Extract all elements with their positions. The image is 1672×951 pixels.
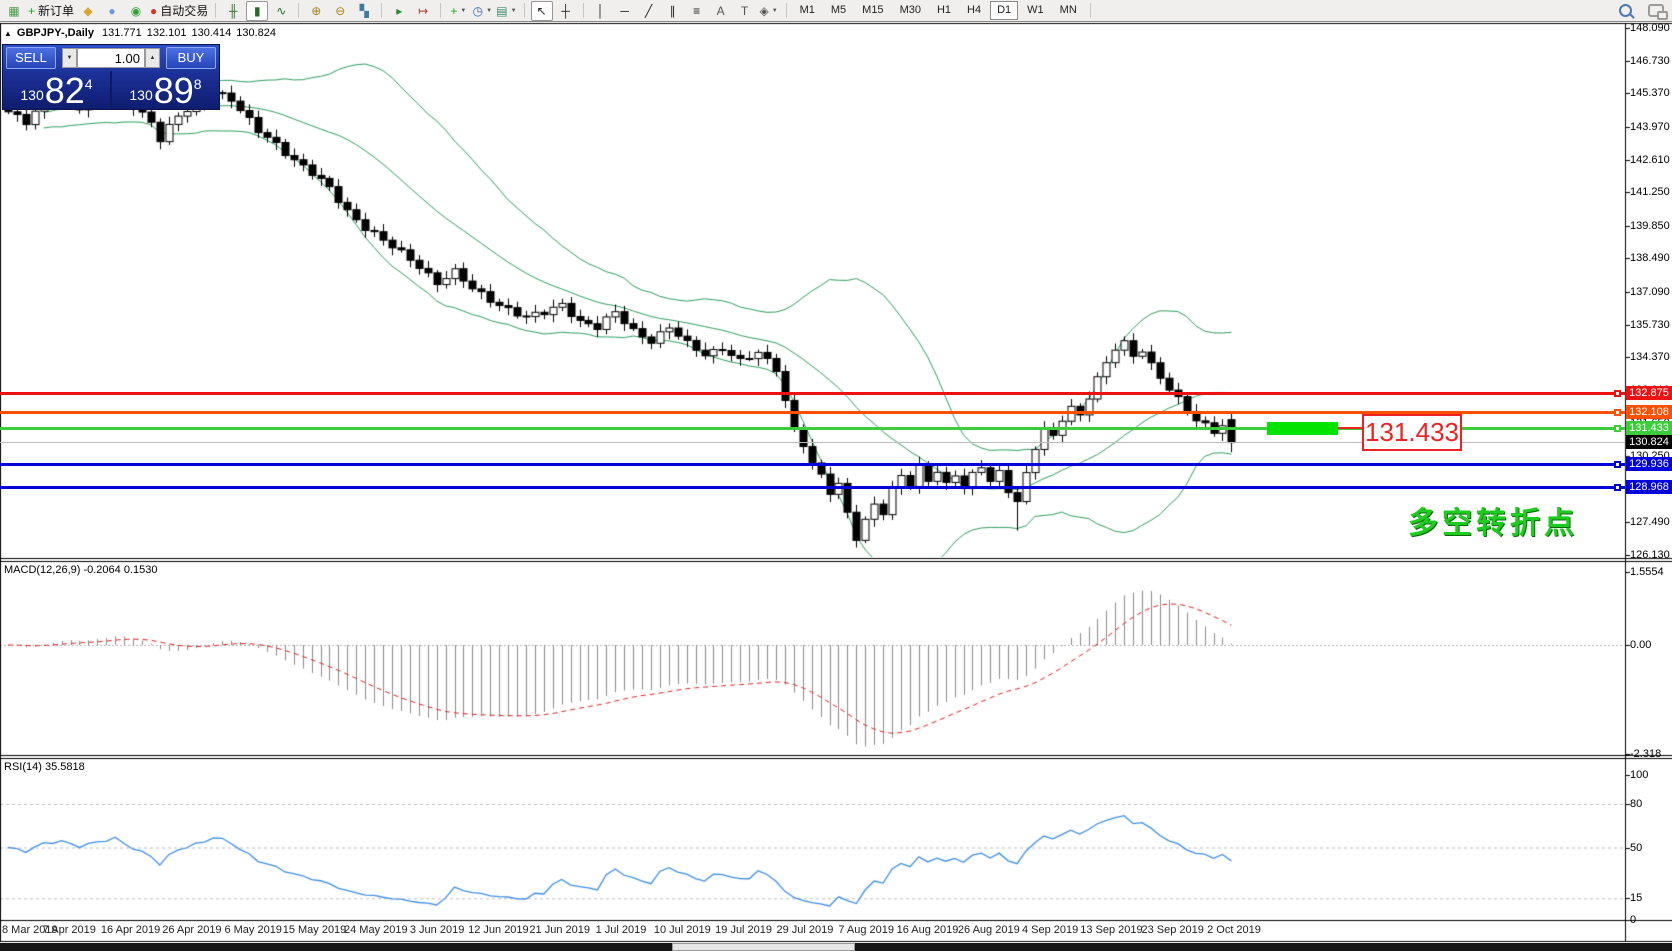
- price-tag-128.968: 128.968: [1626, 480, 1672, 494]
- date-axis-label: 10 Jul 2019: [653, 924, 711, 936]
- chart-annotation-text[interactable]: 多空转折点: [1408, 507, 1578, 540]
- horizontal-line-128.968[interactable]: [0, 486, 1625, 489]
- horizontal-line-131.433[interactable]: [0, 427, 1625, 430]
- date-axis-label: 26 Aug 2019: [957, 924, 1020, 936]
- price-axis-tick: 146.730: [1630, 55, 1670, 67]
- date-axis-label: 4 Sep 2019: [1021, 924, 1079, 936]
- rsi-axis-tick: 100: [1630, 769, 1649, 781]
- callout-connector-line: [1338, 427, 1362, 429]
- sell-price-prefix: 130: [20, 87, 44, 103]
- price-axis-tick: 148.090: [1630, 22, 1670, 34]
- sell-price-main: 82: [44, 70, 85, 111]
- rsi-axis-tick: 80: [1630, 798, 1643, 810]
- date-axis-label: 7 Aug 2019: [838, 924, 895, 936]
- price-axis-tick: 126.130: [1630, 549, 1670, 561]
- ohlc-close: 130.824: [236, 27, 277, 39]
- line-handle[interactable]: [1614, 484, 1621, 491]
- price-tag-129.936: 129.936: [1626, 457, 1672, 471]
- rsi-indicator-label: RSI(14) 35.5818: [4, 761, 85, 773]
- date-axis-label: 26 Apr 2019: [162, 924, 222, 936]
- price-axis-tick: 127.490: [1630, 516, 1670, 528]
- price-tag-131.433: 131.433: [1626, 421, 1672, 435]
- date-axis-label: 1 Jul 2019: [595, 924, 647, 936]
- price-tag-132.875: 132.875: [1626, 386, 1672, 400]
- line-handle[interactable]: [1614, 425, 1621, 432]
- buy-price-pip: 8: [193, 76, 202, 92]
- macd-axis-tick: 1.5554: [1630, 566, 1664, 578]
- volume-input[interactable]: [77, 48, 145, 68]
- horizontal-line-132.875[interactable]: [0, 392, 1625, 395]
- date-axis-label: 3 Jun 2019: [409, 924, 465, 936]
- sell-price-pip: 4: [84, 76, 93, 92]
- price-axis-tick: 137.090: [1630, 286, 1670, 298]
- date-axis-label: 29 Jul 2019: [776, 924, 834, 936]
- symbol-name: GBPJPY-,Daily: [16, 27, 94, 39]
- date-axis-label: 15 May 2019: [282, 924, 347, 936]
- price-tag-132.108: 132.108: [1626, 405, 1672, 419]
- price-axis-tick: 142.610: [1630, 154, 1670, 166]
- price-axis-tick: 134.370: [1630, 351, 1670, 363]
- ohlc-open: 131.771: [101, 27, 142, 39]
- horizontal-scrollbar-thumb[interactable]: [672, 943, 855, 951]
- bid-price-tag: 130.824: [1626, 435, 1672, 449]
- one-click-trading-panel: SELL ▼ ▲ BUY 130 82 4 130 89 8: [2, 44, 220, 110]
- date-axis-label: 23 Sep 2019: [1141, 924, 1204, 936]
- buy-price-main: 89: [153, 70, 194, 111]
- date-axis-label: 24 May 2019: [343, 924, 408, 936]
- collapse-panel-arrow-icon[interactable]: ▲: [4, 29, 12, 38]
- date-axis-label: 13 Sep 2019: [1080, 924, 1143, 936]
- sell-button[interactable]: SELL: [6, 47, 56, 69]
- date-axis-label: 7 Apr 2019: [42, 924, 96, 936]
- price-axis-tick: 145.370: [1630, 87, 1670, 99]
- price-axis-tick: 141.250: [1630, 186, 1670, 198]
- date-axis-label: 8 Mar 2019: [2, 924, 58, 936]
- macd-axis-tick: -2.318: [1630, 748, 1662, 760]
- rsi-axis-tick: 0: [1630, 914, 1637, 926]
- volume-decrease-button[interactable]: ▼: [62, 48, 77, 68]
- ohlc-high: 132.101: [146, 27, 187, 39]
- bid-price-line: [0, 442, 1625, 443]
- support-highlight-bar[interactable]: [1267, 422, 1338, 435]
- price-axis-tick: 139.850: [1630, 220, 1670, 232]
- horizontal-line-129.936[interactable]: [0, 463, 1625, 466]
- date-axis-label: 21 Jun 2019: [529, 924, 590, 936]
- volume-increase-button[interactable]: ▲: [145, 48, 160, 68]
- date-axis-label: 2 Oct 2019: [1207, 924, 1261, 936]
- line-handle[interactable]: [1614, 461, 1621, 468]
- macd-indicator-label: MACD(12,26,9) -0.2064 0.1530: [4, 564, 158, 576]
- price-axis-tick: 135.730: [1630, 319, 1670, 331]
- date-axis-label: 19 Jul 2019: [715, 924, 773, 936]
- buy-price-prefix: 130: [129, 87, 153, 103]
- line-handle[interactable]: [1614, 409, 1621, 416]
- symbol-info-line: ▲ GBPJPY-,Daily 131.771 132.101 130.414 130.8…: [4, 27, 281, 39]
- rsi-axis-tick: 15: [1630, 892, 1643, 904]
- price-axis-tick: 143.970: [1630, 121, 1670, 133]
- horizontal-line-132.108[interactable]: [0, 411, 1625, 414]
- date-axis-label: 6 May 2019: [224, 924, 282, 936]
- price-callout-box[interactable]: 131.433: [1362, 414, 1462, 451]
- buy-button[interactable]: BUY: [166, 47, 216, 69]
- date-axis-label: 16 Aug 2019: [896, 924, 959, 936]
- macd-axis-tick: 0.00: [1630, 639, 1652, 651]
- sell-price-display[interactable]: 130 82 4: [3, 71, 110, 109]
- rsi-axis-tick: 50: [1630, 842, 1643, 854]
- price-axis-tick: 138.490: [1630, 252, 1670, 264]
- date-axis-label: 16 Apr 2019: [100, 924, 161, 936]
- buy-price-display[interactable]: 130 89 8: [110, 71, 219, 109]
- date-axis-label: 12 Jun 2019: [468, 924, 529, 936]
- ohlc-low: 130.414: [191, 27, 232, 39]
- line-handle[interactable]: [1614, 390, 1621, 397]
